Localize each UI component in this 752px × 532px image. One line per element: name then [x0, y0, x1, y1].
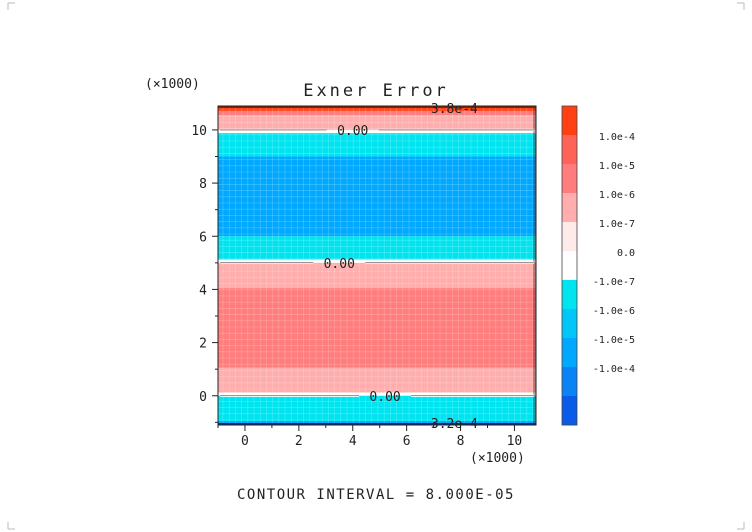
contour-band — [218, 395, 536, 422]
right-edge-shade — [533, 106, 536, 425]
x-tick-label: 6 — [403, 434, 411, 449]
x-tick-label: 8 — [457, 434, 465, 449]
contour-band — [218, 421, 536, 424]
x-multiplier-label: (×1000) — [470, 451, 525, 466]
colorbar-swatch — [562, 338, 577, 368]
contour-band — [218, 129, 536, 134]
colorbar-swatch — [562, 367, 577, 397]
contour-band — [218, 236, 536, 260]
contour-band — [218, 262, 536, 289]
colorbar-swatch — [562, 193, 577, 223]
colorbar-swatch — [562, 164, 577, 194]
contour-band — [218, 133, 536, 157]
colorbar-label: 1.0e-7 — [599, 219, 635, 230]
colorbar-label: 0.0 — [617, 248, 635, 259]
contour-band — [218, 288, 536, 368]
plot-frame — [217, 105, 537, 426]
contour-band — [218, 367, 536, 393]
corner-marks — [7, 2, 745, 530]
x-tick-label: 10 — [507, 434, 523, 449]
chart-title: Exner Error — [303, 81, 449, 101]
colorbar: 1.0e-4 1.0e-5 1.0e-6 1.0e-7 0.0 -1.0e-7 -1.0e-… — [561, 105, 635, 426]
edge-contour-label: 3.2e-4 — [431, 417, 478, 432]
contour-label: 0.00 — [337, 124, 368, 139]
contour-label: 0.00 — [369, 390, 400, 405]
y-tick-label: 0 — [199, 390, 207, 405]
colorbar-frame — [561, 105, 578, 426]
top-edge-shade — [218, 106, 536, 108]
colorbar-swatch — [562, 280, 577, 310]
contour-lines: 0.00 0.00 0.00 3.8e-4 3.2e-4 — [220, 102, 534, 432]
colorbar-label: 1.0e-5 — [599, 161, 635, 172]
colorbar-swatch — [562, 222, 577, 252]
contour-band — [218, 392, 536, 396]
contour-interval-footer: CONTOUR INTERVAL = 8.000E-05 — [237, 487, 515, 503]
x-axis: 0 2 4 6 8 10 — [217, 425, 523, 449]
colorbar-swatch — [562, 396, 577, 426]
edge-contour-label: 3.8e-4 — [431, 102, 478, 117]
colorbar-label: 1.0e-6 — [599, 190, 635, 201]
plot-area — [217, 105, 537, 426]
colorbar-label: -1.0e-6 — [593, 306, 635, 317]
y-tick-label: 2 — [199, 337, 207, 352]
contour-band — [218, 115, 536, 130]
x-tick-label: 4 — [349, 434, 357, 449]
colorbar-label: -1.0e-5 — [593, 335, 635, 346]
bottom-edge-shade — [218, 423, 536, 425]
y-tick-label: 10 — [191, 124, 207, 139]
y-multiplier-label: (×1000) — [145, 77, 200, 92]
colorbar-label: -1.0e-4 — [593, 364, 635, 375]
colorbar-swatch — [562, 309, 577, 339]
contour-band — [218, 106, 536, 112]
y-tick-label: 8 — [199, 177, 207, 192]
y-tick-label: 4 — [199, 283, 207, 298]
y-tick-label: 6 — [199, 230, 207, 245]
y-axis: 0 2 4 6 8 10 — [191, 124, 218, 423]
mesh-grid — [218, 106, 536, 425]
contour-band — [218, 156, 536, 237]
x-tick-label: 2 — [295, 434, 303, 449]
colorbar-label: -1.0e-7 — [593, 277, 635, 288]
colorbar-label: 1.0e-4 — [599, 132, 635, 143]
colorbar-swatch — [562, 251, 577, 281]
contour-band — [218, 111, 536, 116]
x-tick-label: 0 — [241, 434, 249, 449]
colorbar-swatch — [562, 135, 577, 165]
contour-label: 0.00 — [324, 257, 355, 272]
contour-band — [218, 259, 536, 263]
colorbar-swatch — [562, 106, 577, 136]
